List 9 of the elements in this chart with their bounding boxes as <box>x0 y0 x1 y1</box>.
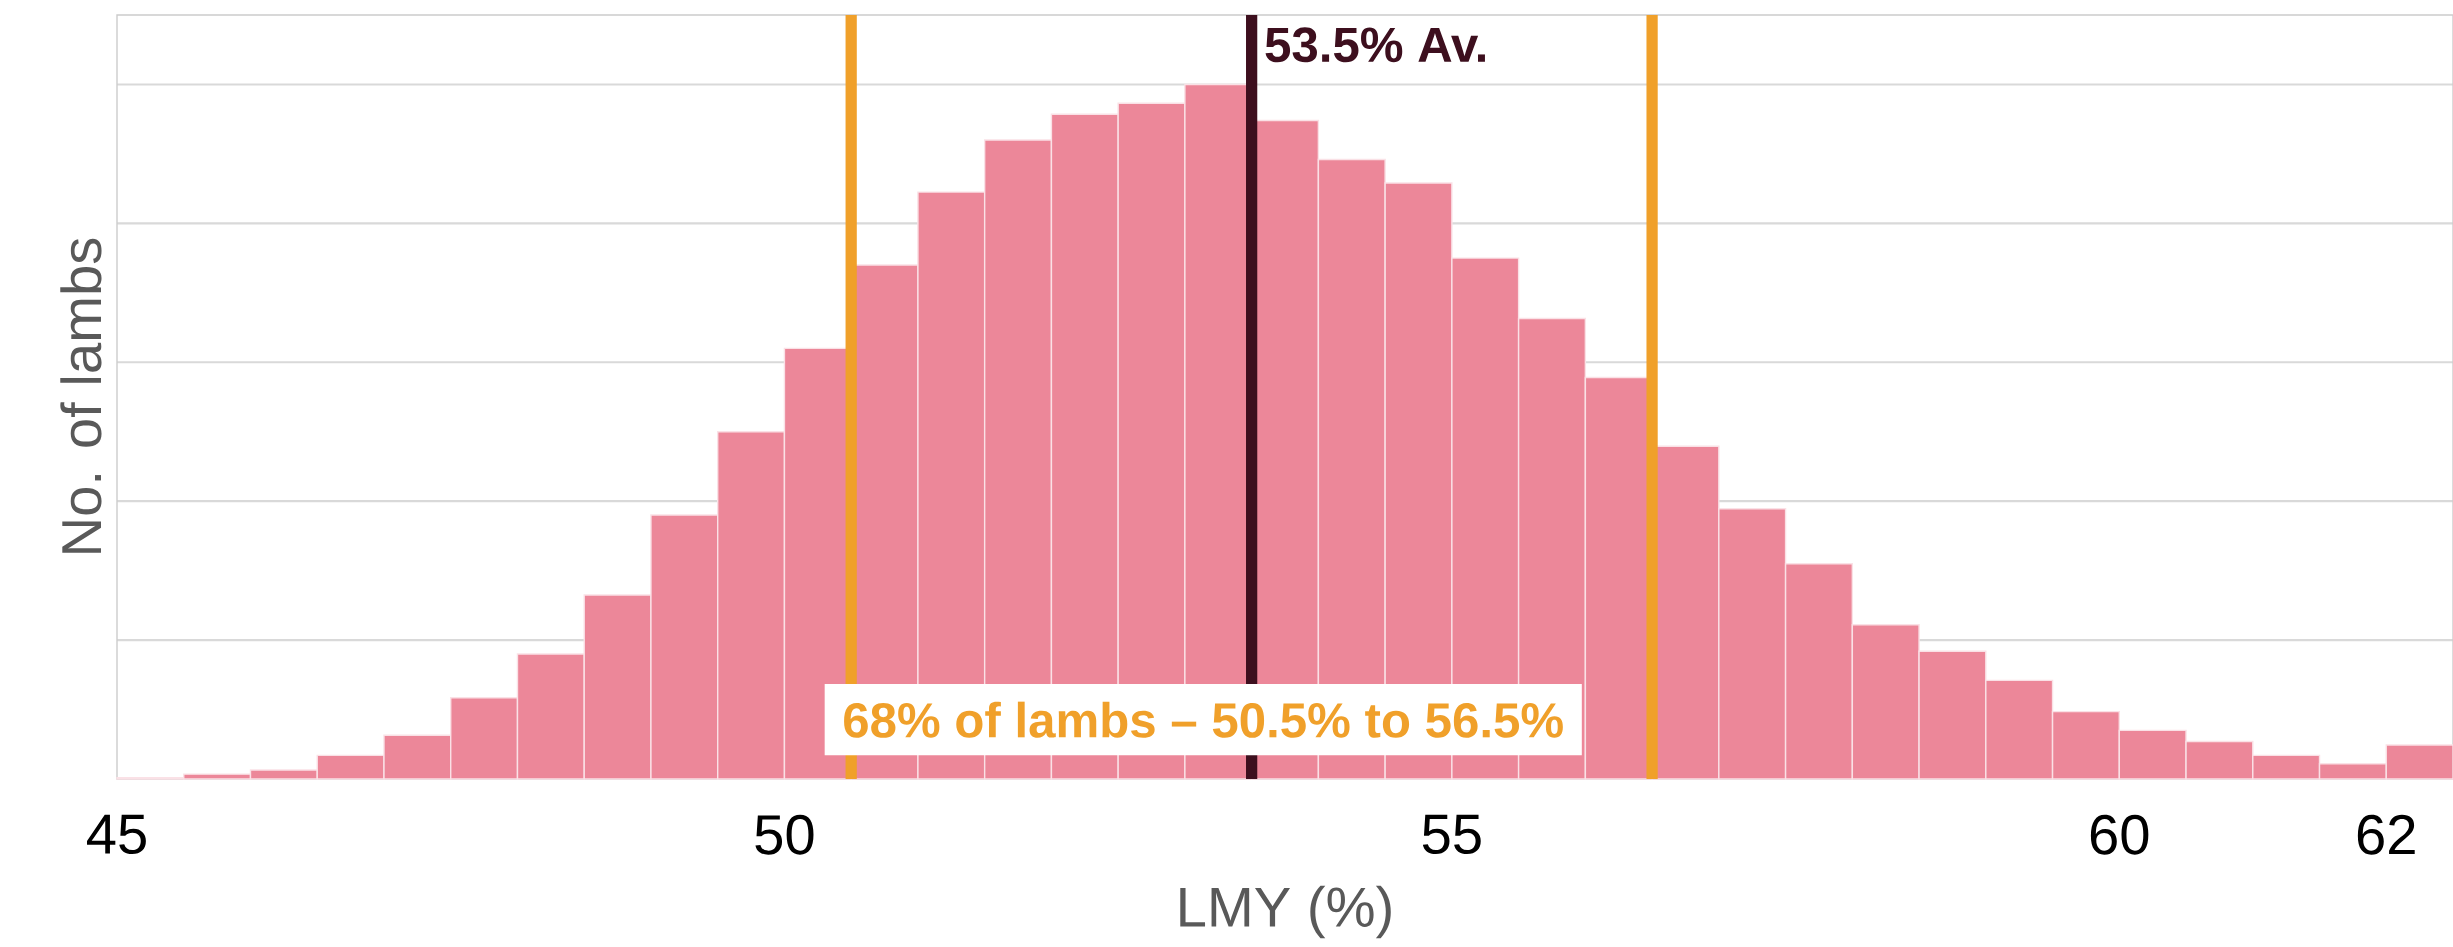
x-tick-label: 55 <box>1422 814 1481 855</box>
x-tick-label: 45 <box>87 814 146 855</box>
annotation: 68% of lambs – 50.5% to 56.5% <box>844 701 1563 738</box>
x-tick-label: 50 <box>755 814 814 855</box>
ref-line-label: 53.5% Av. <box>1265 27 1485 63</box>
x-tick-label: 60 <box>2090 814 2149 855</box>
y-axis-title: No. of lambs <box>60 238 102 553</box>
x-tick-label: 62 <box>2357 814 2415 855</box>
x-axis-title: LMY (%) <box>1180 885 1391 939</box>
